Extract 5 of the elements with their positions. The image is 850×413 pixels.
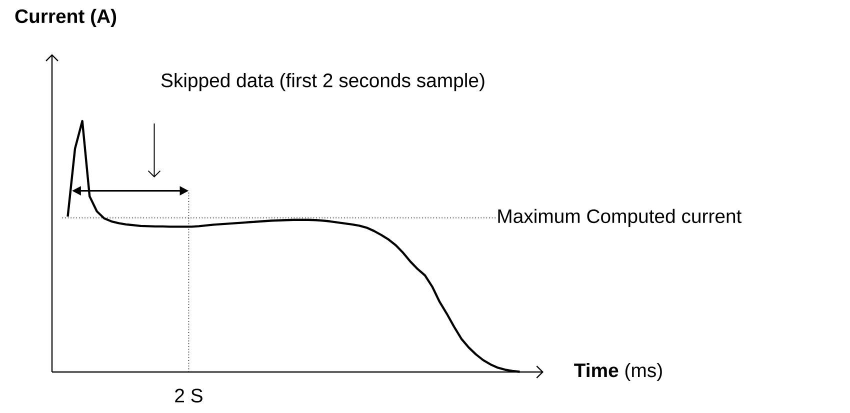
text: 2 S (175, 388, 202, 402)
ref-line-label: Maximum Computed current (498, 208, 742, 227)
x-axis-title: Time (ms) (574, 362, 662, 382)
text: Skipped data (first 2 seconds sample) (161, 73, 484, 92)
y-axis-title: Current (A) (15, 8, 116, 27)
